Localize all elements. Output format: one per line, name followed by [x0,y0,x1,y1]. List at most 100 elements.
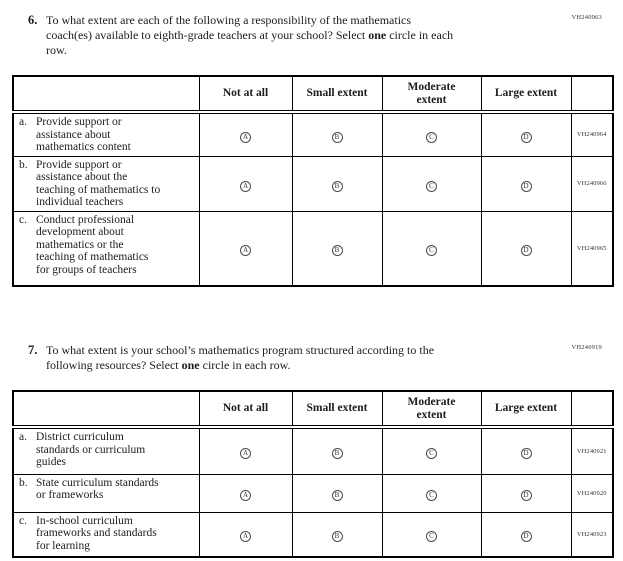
table-row-b: b. State curriculum standards or framewor… [12,473,614,513]
column-header-not-at-all: Not at all [198,390,293,429]
answer-cell: A [198,210,293,287]
code-column-header [570,390,614,429]
answer-cell: D [480,155,572,212]
row-label: Provide support or assistance about math… [36,116,131,153]
answer-cell: A [198,473,293,513]
row-letter: b. [19,476,28,489]
answer-bubble-moderate-extent[interactable]: C [426,180,437,192]
answer-cell: D [480,426,572,475]
question-6-prompt-row: 6. To what extent are each of the follow… [28,13,612,58]
question-number: 6. [28,13,38,27]
row-code: VH240964 [570,111,614,157]
row-label-cell: c. Conduct professional development about… [12,210,200,287]
question-code: VH240963 [571,14,602,21]
prompt-bold-word: one [368,28,387,42]
row-label-cell: b. State curriculum standards or framewor… [12,473,200,513]
answer-bubble-moderate-extent[interactable]: C [426,531,437,543]
column-header-small-extent: Small extent [291,390,383,429]
answer-cell: B [291,511,383,558]
row-code: VH240966 [570,155,614,212]
answer-bubble-large-extent[interactable]: D [520,131,532,143]
question-7-prompt-row: 7. To what extent is your school’s mathe… [28,343,612,373]
answer-cell: A [198,511,293,558]
answer-bubble-large-extent[interactable]: D [520,245,532,257]
answer-bubble-large-extent[interactable]: D [520,180,532,192]
column-header-moderate-extent: Moderate extent [381,75,482,114]
row-letter: c. [19,213,27,226]
table-row-c: c. In-school curriculum frameworks and st… [12,511,614,558]
header-row: Not at all Small extent Moderate extent … [12,75,614,114]
answer-bubble-moderate-extent[interactable]: C [426,245,437,257]
answer-bubble-not-at-all[interactable]: A [240,531,251,543]
response-table-q7: Not at all Small extent Moderate extent … [12,390,614,558]
row-letter: b. [19,158,28,171]
table-row-c: c. Conduct professional development about… [12,210,614,287]
answer-cell: D [480,210,572,287]
question-prompt: To what extent is your school’s mathemat… [46,343,434,373]
column-header-moderate-extent: Moderate extent [381,390,482,429]
answer-bubble-moderate-extent[interactable]: C [426,131,437,143]
question-number: 7. [28,343,38,357]
header-row: Not at all Small extent Moderate extent … [12,390,614,429]
answer-cell: D [480,511,572,558]
row-code: VH240923 [570,511,614,558]
row-letter: a. [19,431,27,443]
answer-bubble-small-extent[interactable]: B [331,531,343,543]
row-label: Conduct professional development about m… [36,213,149,276]
row-label-cell: a. District curriculum standards or curri… [12,426,200,475]
answer-bubble-moderate-extent[interactable]: C [426,490,437,501]
code-column-header [570,75,614,114]
row-label-cell: c. In-school curriculum frameworks and st… [12,511,200,558]
prompt-text: To what extent is your school’s mathemat… [46,343,435,372]
prompt-text: circle in each row. [199,358,291,372]
row-letter: a. [19,116,27,128]
prompt-text: circle in each row. [46,28,454,57]
question-code: VH240919 [571,344,602,351]
answer-bubble-not-at-all[interactable]: A [240,448,251,460]
answer-cell: C [381,511,482,558]
answer-cell: B [291,473,383,513]
column-header-large-extent: Large extent [480,75,572,114]
response-table-q6: Not at all Small extent Moderate extent … [12,75,614,287]
answer-cell: B [291,210,383,287]
answer-cell: C [381,111,482,157]
answer-cell: C [381,155,482,212]
answer-bubble-not-at-all[interactable]: A [240,245,251,257]
answer-cell: D [480,473,572,513]
answer-bubble-small-extent[interactable]: B [331,245,343,257]
answer-bubble-not-at-all[interactable]: A [240,131,251,143]
answer-bubble-not-at-all[interactable]: A [240,490,251,501]
answer-cell: A [198,111,293,157]
stub-header-cell [12,75,200,114]
answer-bubble-large-extent[interactable]: D [520,531,532,543]
answer-bubble-small-extent[interactable]: B [331,131,343,143]
answer-cell: C [381,210,482,287]
questionnaire-page: VH240963 6. To what extent are each of t… [12,13,614,558]
answer-bubble-not-at-all[interactable]: A [240,180,251,192]
prompt-bold-word: one [181,358,200,372]
row-code: VH240921 [570,426,614,475]
row-code: VH240920 [570,473,614,513]
answer-bubble-large-extent[interactable]: D [520,490,532,501]
column-header-small-extent: Small extent [291,75,383,114]
answer-bubble-small-extent[interactable]: B [331,180,343,192]
row-label-cell: b. Provide support or assistance about th… [12,155,200,212]
stub-header-cell [12,390,200,429]
row-label: In-school curriculum frameworks and stan… [36,514,157,552]
answer-bubble-small-extent[interactable]: B [331,490,343,501]
answer-bubble-large-extent[interactable]: D [520,448,532,460]
answer-bubble-moderate-extent[interactable]: C [426,448,437,460]
row-label: District curriculum standards or curricu… [36,431,146,468]
answer-bubble-small-extent[interactable]: B [331,448,343,460]
answer-cell: C [381,426,482,475]
row-code: VH240965 [570,210,614,287]
prompt-text: To what extent are each of the following… [46,13,412,42]
question-6: VH240963 6. To what extent are each of t… [12,13,614,287]
answer-cell: B [291,426,383,475]
row-label: State curriculum standards or frameworks [36,476,159,502]
table-row-a: a. Provide support or assistance about ma… [12,111,614,157]
question-7: VH240919 7. To what extent is your schoo… [12,343,614,558]
answer-cell: D [480,111,572,157]
answer-cell: A [198,155,293,212]
question-prompt: To what extent are each of the following… [46,13,453,58]
